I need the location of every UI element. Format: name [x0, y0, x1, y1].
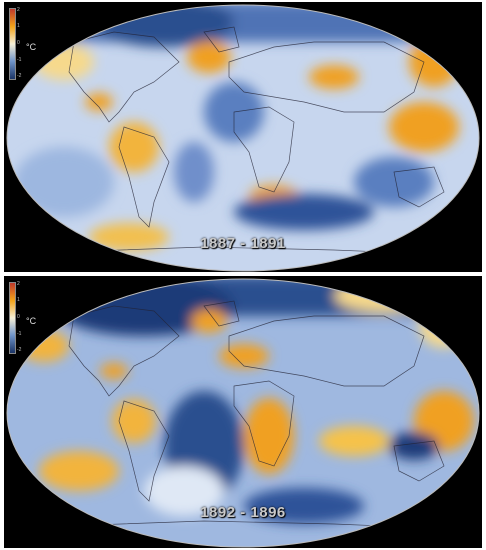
legend-color-bar: [9, 282, 16, 354]
legend-tick: -2: [17, 73, 22, 79]
legend-tick: -1: [17, 57, 22, 63]
legend-tick: 2: [17, 281, 20, 287]
period-label: 1892 - 1896: [200, 504, 286, 521]
temperature-anomaly-map-2: [6, 278, 480, 548]
legend-tick: 0: [17, 40, 20, 46]
temperature-anomaly-map-1: [6, 4, 480, 272]
map-panel-1887-1891: 2 1 0 -1 -2 °C 1887 - 1891: [4, 2, 482, 272]
legend-color-bar: [9, 8, 16, 80]
legend-tick: -1: [17, 331, 22, 337]
legend-tick: 0: [17, 314, 20, 320]
legend-tick: 1: [17, 23, 20, 29]
legend-unit: °C: [26, 316, 37, 326]
legend-tick: 2: [17, 7, 20, 13]
map-panel-1892-1896: 2 1 0 -1 -2 °C 1892 - 1896: [4, 276, 482, 548]
legend-tick: -2: [17, 347, 22, 353]
legend-unit: °C: [26, 42, 37, 52]
color-legend: 2 1 0 -1 -2 °C: [9, 281, 36, 354]
continent-outlines: [63, 300, 445, 529]
legend-tick: 1: [17, 297, 20, 303]
color-legend: 2 1 0 -1 -2 °C: [9, 7, 36, 80]
period-label: 1887 - 1891: [200, 235, 286, 252]
